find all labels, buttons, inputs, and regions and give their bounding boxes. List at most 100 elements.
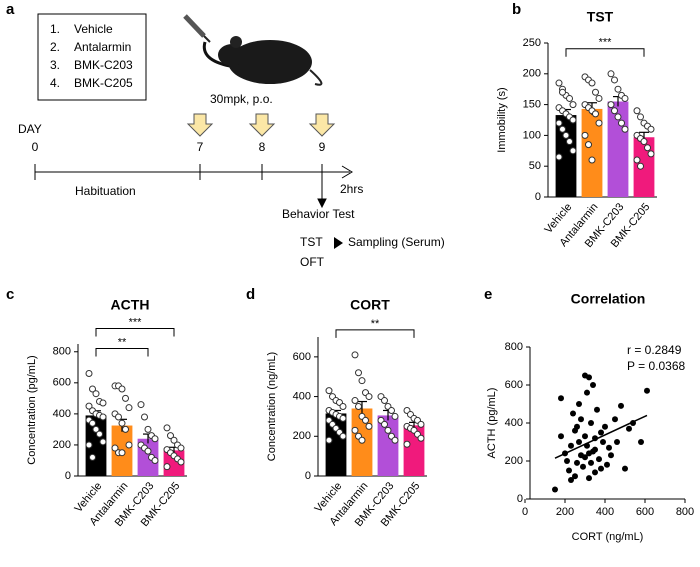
panel-label: e: [484, 286, 492, 303]
data-point: [177, 444, 185, 452]
significance-label: **: [371, 318, 380, 330]
mouse-icon: [183, 14, 323, 86]
data-point: [388, 406, 395, 414]
data-point: [163, 424, 171, 432]
data-point: [381, 420, 388, 428]
data-point: [325, 436, 333, 444]
chart-title: CORT: [350, 297, 390, 313]
data-point: [633, 156, 641, 164]
data-point: [339, 403, 347, 410]
test-tst: TST: [300, 235, 323, 249]
data-point: [355, 403, 362, 410]
test-oft: OFT: [300, 255, 325, 269]
data-point: [125, 404, 133, 412]
data-point: [559, 88, 566, 96]
bar: [85, 415, 107, 476]
data-point: [576, 439, 582, 445]
data-point: [118, 419, 126, 427]
data-point: [644, 387, 650, 394]
habituation: Habituation: [75, 184, 136, 198]
data-point: [89, 453, 96, 461]
treatment-name: Antalarmin: [74, 40, 131, 54]
y-tick-label: 200: [53, 439, 71, 451]
treatment-num: 2.: [50, 40, 60, 54]
data-point: [99, 438, 107, 446]
panel-a: a 1. Vehicle 2. Antalarmin 3. BMK-C203 4…: [6, 1, 445, 269]
annotation: P = 0.0368: [627, 359, 685, 373]
data-point: [137, 401, 145, 409]
data-point: [574, 459, 580, 466]
x-tick-label: 800: [676, 506, 694, 518]
data-point: [590, 382, 596, 388]
treatment-name: BMK-C203: [74, 58, 133, 72]
data-point: [608, 452, 614, 459]
data-point: [85, 370, 93, 378]
y-axis-label: ACTH (pg/mL): [486, 388, 498, 459]
y-tick-label: 800: [505, 341, 523, 353]
data-point: [586, 374, 592, 381]
treatment-num: 4.: [50, 76, 60, 90]
data-point: [99, 399, 107, 407]
y-tick-label: 50: [529, 160, 541, 172]
panel-label: c: [6, 286, 14, 303]
data-point: [365, 393, 373, 401]
data-point: [637, 113, 644, 121]
data-point: [362, 416, 369, 424]
y-tick-label: 600: [53, 377, 71, 389]
data-point: [559, 125, 566, 133]
y-tick-label: 0: [535, 191, 541, 203]
y-tick-label: 400: [505, 417, 523, 429]
data-point: [584, 389, 590, 396]
data-point: [585, 141, 592, 149]
treatment-num: 3.: [50, 58, 60, 72]
data-point: [633, 107, 641, 115]
data-point: [576, 401, 582, 407]
chart-title: TST: [587, 9, 614, 25]
y-tick-label: 0: [65, 470, 71, 482]
y-axis-label: Concentration (ng/mL): [266, 352, 278, 461]
data-point: [568, 442, 574, 449]
data-point: [122, 425, 129, 433]
data-point: [566, 94, 573, 102]
data-point: [365, 422, 373, 430]
data-point: [558, 395, 564, 402]
data-point: [92, 425, 100, 433]
data-point: [614, 439, 620, 445]
data-point: [592, 469, 598, 476]
significance-bracket: [335, 329, 415, 338]
data-point: [85, 402, 93, 410]
timeline: [34, 164, 353, 209]
bar: [555, 115, 577, 197]
y-tick-label: 400: [293, 390, 311, 402]
data-point: [637, 162, 644, 170]
data-point: [151, 435, 159, 443]
data-point: [588, 420, 594, 426]
treatment-name: BMK-C205: [74, 76, 133, 90]
data-point: [618, 402, 624, 409]
data-point: [99, 413, 107, 421]
data-point: [358, 377, 366, 385]
dose-arrows: [186, 113, 336, 137]
y-tick-label: 250: [523, 37, 541, 49]
x-tick-label: 0: [522, 506, 528, 518]
data-point: [92, 390, 100, 398]
data-point: [96, 430, 103, 438]
behavior-test: Behavior Test: [282, 207, 355, 221]
data-point: [125, 441, 133, 449]
data-point: [607, 70, 615, 78]
data-point: [572, 427, 578, 434]
data-point: [604, 461, 610, 468]
data-point: [596, 456, 602, 463]
y-axis-label: Immobility (s): [496, 87, 508, 152]
data-point: [594, 406, 600, 413]
data-point: [118, 449, 126, 457]
data-point: [403, 440, 411, 448]
day: 0: [32, 140, 39, 154]
data-point: [581, 131, 589, 139]
data-point: [644, 144, 651, 152]
annotation: r = 0.2849: [627, 343, 682, 357]
data-point: [595, 119, 603, 127]
data-point: [89, 385, 96, 393]
duration: 2hrs: [340, 182, 363, 196]
